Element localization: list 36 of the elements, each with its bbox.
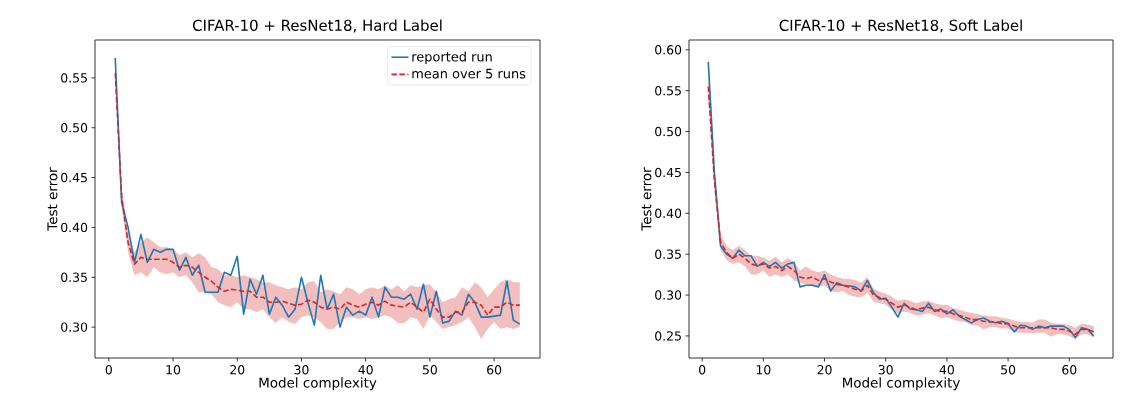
x-tick-label: 20: [817, 365, 832, 375]
y-tick-label: 0.50: [61, 123, 88, 133]
y-tick-label: 0.35: [655, 249, 681, 259]
chart-title: CIFAR-10 + ResNet18, Soft Label: [779, 19, 1022, 33]
x-tick-label: 30: [878, 365, 893, 375]
x-tick-label: 0: [699, 365, 706, 375]
y-tick-label: 0.50: [655, 126, 682, 137]
y-tick-label: 0.25: [655, 331, 681, 341]
x-tick-label: 0: [105, 365, 112, 375]
y-tick-label: 0.55: [655, 85, 681, 96]
y-tick-label: 0.60: [655, 45, 682, 55]
y-tick-label: 0.40: [655, 208, 682, 219]
chart-title: CIFAR-10 + ResNet18, Hard Label: [192, 19, 442, 33]
y-tick-label: 0.55: [61, 73, 87, 83]
x-axis-title: Model complexity: [843, 377, 960, 391]
x-tick-label: 10: [756, 365, 771, 375]
y-axis-title: Test error: [641, 167, 652, 231]
legend-label: reported run: [412, 51, 492, 65]
x-tick-label: 40: [939, 365, 954, 375]
y-tick-label: 0.35: [61, 272, 87, 282]
x-tick-label: 50: [422, 365, 437, 375]
x-tick-label: 60: [1062, 365, 1077, 375]
y-axis-title: Test error: [47, 167, 58, 231]
x-axis-title: Model complexity: [259, 377, 377, 391]
y-tick-label: 0.30: [61, 322, 88, 332]
x-tick-label: 20: [230, 365, 245, 375]
x-tick-label: 10: [166, 365, 181, 375]
y-tick-label: 0.45: [61, 172, 87, 183]
y-tick-label: 0.30: [655, 290, 682, 300]
x-tick-label: 40: [358, 365, 373, 375]
x-tick-label: 50: [1001, 365, 1016, 375]
x-tick-label: 60: [487, 365, 502, 375]
legend-label: mean over 5 runs: [412, 68, 526, 79]
y-tick-label: 0.40: [61, 222, 88, 233]
y-tick-label: 0.45: [655, 167, 681, 178]
x-tick-label: 30: [294, 365, 309, 375]
